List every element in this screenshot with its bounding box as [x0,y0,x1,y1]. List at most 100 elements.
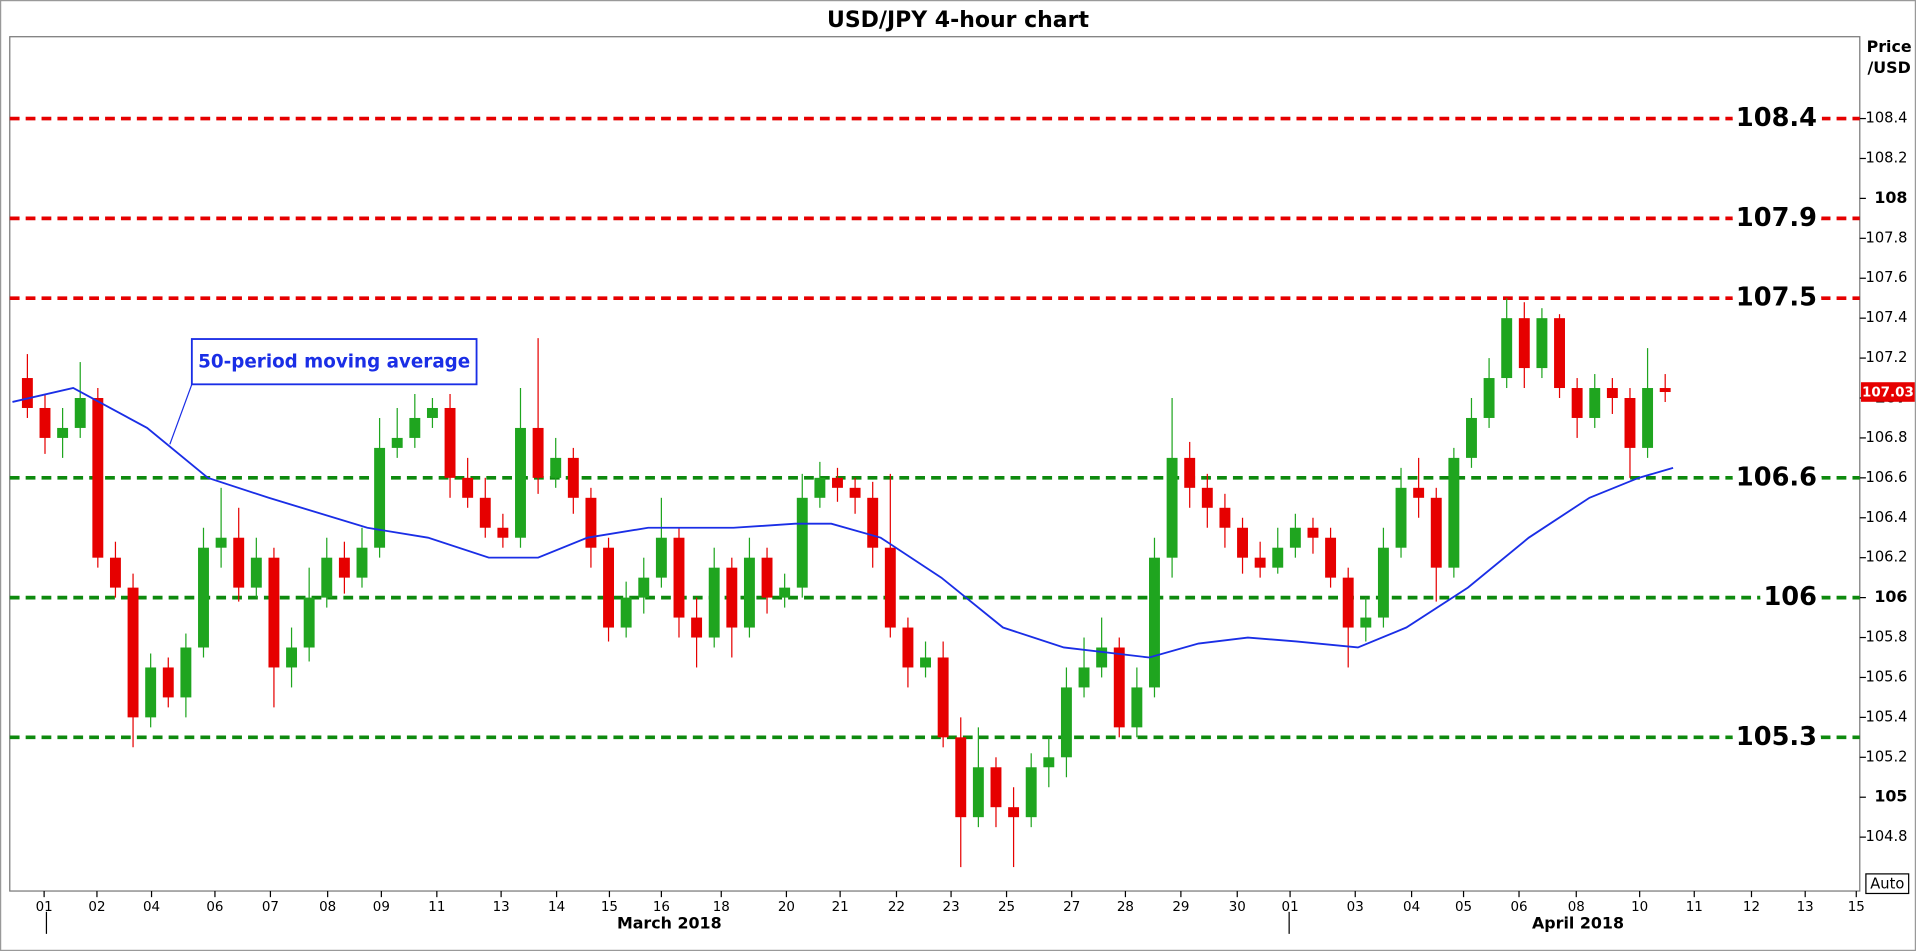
candle-body [937,657,949,738]
candle-body [497,527,509,538]
month-label: March 2018 [617,914,722,933]
candle-body [1501,318,1513,379]
candle-body [1360,617,1372,628]
y-tick-label: 106.6 [1866,469,1908,486]
candle-body [1043,757,1055,768]
auto-button-label[interactable]: Auto [1870,875,1904,892]
y-tick-label: 108 [1874,188,1907,207]
x-tick-label: 04 [143,900,160,915]
candle-body [1149,557,1160,688]
candle-body [796,497,808,588]
x-tick-label: 06 [1510,900,1527,915]
candle-body [603,547,615,628]
y-tick-label: 107.4 [1866,309,1908,326]
candle-body [761,557,773,598]
candle-body [215,537,227,548]
candle-body [1554,318,1565,389]
candle-body [286,647,298,668]
x-tick-label: 18 [713,900,730,915]
y-tick-label: 104.8 [1866,828,1908,845]
candle-body [162,667,174,698]
candle-body [21,378,33,408]
candle-body [1060,687,1072,758]
candle-body [391,437,403,448]
candle-body [920,657,931,668]
candle-body [1008,807,1020,818]
candle-body [92,398,104,558]
candle-body [1078,667,1090,688]
candle-body [444,407,456,478]
candle-body [1254,557,1266,568]
auto-button[interactable] [1865,873,1910,895]
candle-body [1096,647,1108,668]
plot-area [9,36,1861,892]
candle-body [409,417,421,438]
candle-body [426,407,438,418]
y-tick-label: 107.2 [1866,349,1908,366]
x-tick-label: 04 [1403,900,1420,915]
candle-body [1237,527,1248,558]
candle-body [620,597,632,628]
x-tick-label: 30 [1229,900,1246,915]
x-tick-label: 13 [493,900,510,915]
candle-body [1589,388,1601,418]
x-tick-label: 16 [653,900,670,915]
x-tick-label: 14 [548,900,565,915]
candle-body [1184,457,1196,488]
annotation-text: 50-period moving average [198,351,470,372]
candle-body [109,557,121,588]
candle-body [743,557,755,628]
y-tick-label: 105.2 [1866,748,1908,765]
candle-body [532,427,544,478]
x-tick-label: 12 [1743,900,1760,915]
x-tick-label: 25 [998,900,1015,915]
candle-body [1642,388,1654,448]
candle-body [1219,507,1231,528]
candle-body [1395,487,1407,548]
level-label: 107.5 [1736,283,1817,313]
candle-body [1289,527,1301,548]
chart-title: USD/JPY 4-hour chart [827,8,1089,33]
candle-body [479,497,491,528]
x-tick-label: 15 [1848,900,1865,915]
x-tick-label: 07 [262,900,279,915]
candle-body [638,577,650,598]
candle-body [145,667,157,718]
x-tick-label: 28 [1117,900,1134,915]
candle-body [39,407,51,438]
candle-body [462,477,474,498]
y-tick-label: 108.4 [1866,110,1908,127]
candle-body [814,477,826,498]
x-tick-label: 10 [1631,900,1648,915]
x-tick-label: 11 [428,900,445,915]
candle-body [127,587,139,718]
candle-body [1413,487,1425,498]
candle-body [867,497,879,548]
candle-body [180,647,192,698]
x-tick-label: 08 [1568,900,1585,915]
y-axis-label: Price [1867,37,1912,56]
candle-body [74,398,86,428]
x-tick-label: 01 [36,900,53,915]
moving-average-line [12,387,1674,659]
candle-body [1025,767,1037,818]
candle-body [902,627,914,668]
candle-body [1483,378,1495,418]
last-price-marker [1861,382,1915,402]
candle-body [972,767,984,818]
candle-body [1606,388,1618,399]
candle-body [1430,497,1442,568]
candle-body [338,557,350,578]
candle-body [691,617,703,638]
candle-body [1536,318,1548,369]
y-tick-label: 105 [1874,787,1907,806]
candle-body [1325,537,1337,578]
candle-body [1518,318,1530,369]
candle-body [1659,388,1671,393]
candle-body [1342,577,1354,628]
x-tick-label: 21 [832,900,849,915]
candle-body [1624,398,1636,448]
x-tick-label: 08 [319,900,336,915]
level-label: 105.3 [1736,722,1817,752]
x-tick-label: 09 [373,900,390,915]
